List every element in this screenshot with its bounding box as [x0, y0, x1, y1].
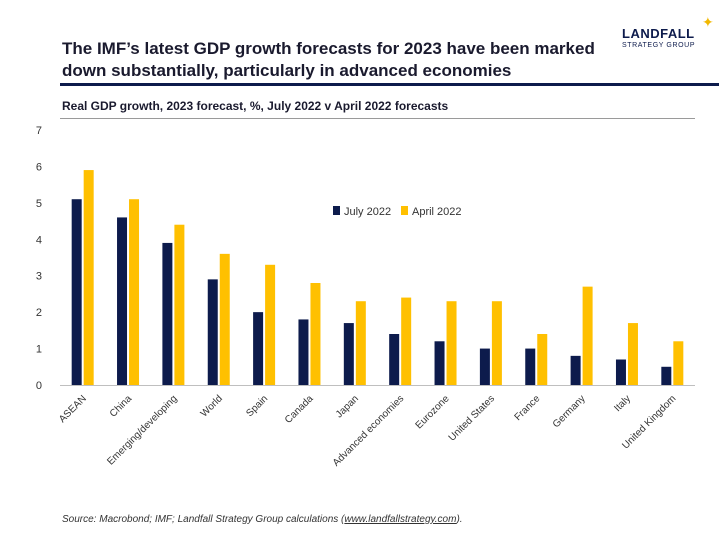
bar-april: [673, 341, 684, 385]
bar-april: [355, 301, 366, 385]
bar-july: [434, 341, 445, 385]
bar-april: [491, 301, 502, 385]
bar-april: [83, 170, 94, 385]
bar-july: [389, 334, 400, 385]
x-tick-label: United States: [447, 393, 497, 443]
bar-july: [479, 348, 490, 385]
bar-april: [129, 199, 140, 385]
x-tick-label: World: [199, 393, 225, 419]
bar-april: [582, 286, 593, 385]
bar-july: [162, 242, 173, 385]
bar-april: [537, 334, 548, 385]
source-prefix: Source: Macrobond; IMF; Landfall Strateg…: [62, 514, 345, 525]
bar-july: [525, 348, 536, 385]
page-title: The IMF’s latest GDP growth forecasts fo…: [62, 39, 595, 80]
x-tick-label: Canada: [283, 393, 316, 426]
bar-july: [343, 323, 354, 385]
bar-april: [401, 297, 412, 385]
legend-swatch: [333, 206, 340, 215]
bar-july: [117, 217, 128, 385]
y-tick-label: 4: [36, 234, 42, 246]
x-tick-label: Italy: [612, 393, 633, 414]
chart-title: Real GDP growth, 2023 forecast, %, July …: [62, 99, 449, 113]
chart-title-rule: [60, 118, 695, 119]
bar-july: [207, 279, 218, 385]
bar-july: [661, 366, 672, 385]
x-tick-label: Japan: [334, 393, 361, 420]
y-tick-label: 7: [36, 125, 42, 137]
legend-label: July 2022: [344, 206, 391, 218]
x-tick-label: Spain: [244, 393, 270, 419]
x-tick-label: Eurozone: [414, 393, 452, 431]
y-tick-label: 6: [36, 161, 42, 173]
source-note: Source: Macrobond; IMF; Landfall Strateg…: [62, 514, 463, 525]
y-tick-label: 1: [36, 344, 42, 356]
bar-april: [627, 323, 638, 385]
logo-sub-text: STRATEGY GROUP: [622, 42, 696, 49]
landfall-logo: ✦ LANDFALL STRATEGY GROUP: [622, 14, 714, 49]
x-tick-label: China: [108, 393, 135, 420]
bar-april: [310, 283, 321, 385]
y-tick-label: 2: [36, 307, 42, 319]
header-rule: [60, 83, 719, 86]
star-icon: ✦: [702, 14, 714, 30]
y-tick-label: 0: [36, 380, 42, 392]
x-tick-label: Germany: [551, 393, 588, 430]
legend-label: April 2022: [412, 206, 462, 218]
bar-april: [219, 253, 230, 385]
bar-april: [265, 264, 276, 385]
bar-july: [615, 359, 626, 385]
y-tick-label: 3: [36, 271, 42, 283]
x-tick-label: ASEAN: [57, 393, 89, 425]
source-suffix: ).: [456, 514, 463, 525]
legend-swatch: [401, 206, 408, 215]
x-tick-label: France: [513, 393, 543, 423]
source-link[interactable]: www.landfallstrategy.com: [344, 514, 457, 525]
y-tick-label: 5: [36, 198, 42, 210]
bar-april: [174, 224, 185, 385]
logo-main-text: LANDFALL: [622, 26, 695, 41]
bar-july: [71, 199, 82, 385]
bar-july: [298, 319, 309, 385]
bar-april: [446, 301, 457, 385]
bar-july: [253, 312, 264, 385]
bar-july: [570, 355, 581, 385]
